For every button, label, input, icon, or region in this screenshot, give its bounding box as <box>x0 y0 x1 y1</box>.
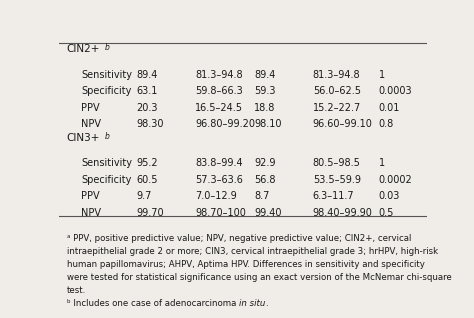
Text: 1: 1 <box>379 158 385 168</box>
Text: 63.1: 63.1 <box>137 86 158 96</box>
Text: 98.10: 98.10 <box>254 119 282 129</box>
Text: 0.8: 0.8 <box>379 119 394 129</box>
Text: 96.80–99.20: 96.80–99.20 <box>195 119 255 129</box>
Text: 0.03: 0.03 <box>379 191 400 201</box>
Text: 95.2: 95.2 <box>137 158 158 168</box>
Text: human papillomavirus; AHPV, Aptima HPV. Differences in sensitivity and specifici: human papillomavirus; AHPV, Aptima HPV. … <box>66 260 425 269</box>
Text: 98.40–99.90: 98.40–99.90 <box>313 208 373 218</box>
Text: CIN3+: CIN3+ <box>66 133 100 143</box>
Text: Specificity: Specificity <box>82 175 132 185</box>
Text: 60.5: 60.5 <box>137 175 158 185</box>
Text: 0.01: 0.01 <box>379 102 400 113</box>
Text: in situ: in situ <box>239 299 265 308</box>
Text: 92.9: 92.9 <box>254 158 275 168</box>
Text: 0.0002: 0.0002 <box>379 175 412 185</box>
Text: ᵃ PPV, positive predictive value; NPV, negative predictive value; CIN2+, cervica: ᵃ PPV, positive predictive value; NPV, n… <box>66 234 411 243</box>
Text: 9.7: 9.7 <box>137 191 152 201</box>
Text: NPV: NPV <box>82 119 101 129</box>
Text: 99.40: 99.40 <box>254 208 282 218</box>
Text: 16.5–24.5: 16.5–24.5 <box>195 102 243 113</box>
Text: 89.4: 89.4 <box>137 70 158 80</box>
Text: 81.3–94.8: 81.3–94.8 <box>195 70 243 80</box>
Text: were tested for statistical significance using an exact version of the McNemar c: were tested for statistical significance… <box>66 273 451 282</box>
Text: 99.70: 99.70 <box>137 208 164 218</box>
Text: 0.5: 0.5 <box>379 208 394 218</box>
Text: 20.3: 20.3 <box>137 102 158 113</box>
Text: 59.8–66.3: 59.8–66.3 <box>195 86 243 96</box>
Text: test.: test. <box>66 286 86 295</box>
Text: PPV: PPV <box>82 191 100 201</box>
Text: 98.70–100: 98.70–100 <box>195 208 246 218</box>
Text: PPV: PPV <box>82 102 100 113</box>
Text: 98.30: 98.30 <box>137 119 164 129</box>
Text: 6.3–11.7: 6.3–11.7 <box>313 191 355 201</box>
Text: CIN2+: CIN2+ <box>66 44 100 54</box>
Text: 7.0–12.9: 7.0–12.9 <box>195 191 237 201</box>
Text: 81.3–94.8: 81.3–94.8 <box>313 70 360 80</box>
Text: Sensitivity: Sensitivity <box>82 70 132 80</box>
Text: Sensitivity: Sensitivity <box>82 158 132 168</box>
Text: 56.8: 56.8 <box>254 175 275 185</box>
Text: 96.60–99.10: 96.60–99.10 <box>313 119 373 129</box>
Text: b: b <box>105 132 110 141</box>
Text: 0.0003: 0.0003 <box>379 86 412 96</box>
Text: 59.3: 59.3 <box>254 86 275 96</box>
Text: 89.4: 89.4 <box>254 70 275 80</box>
Text: 1: 1 <box>379 70 385 80</box>
Text: .: . <box>265 299 268 308</box>
Text: 53.5–59.9: 53.5–59.9 <box>313 175 361 185</box>
Text: 15.2–22.7: 15.2–22.7 <box>313 102 361 113</box>
Text: 83.8–99.4: 83.8–99.4 <box>195 158 243 168</box>
Text: NPV: NPV <box>82 208 101 218</box>
Text: Specificity: Specificity <box>82 86 132 96</box>
Text: 8.7: 8.7 <box>254 191 269 201</box>
Text: 18.8: 18.8 <box>254 102 275 113</box>
Text: b: b <box>105 43 110 52</box>
Text: intraepithelial grade 2 or more; CIN3, cervical intraepithelial grade 3; hrHPV, : intraepithelial grade 2 or more; CIN3, c… <box>66 247 438 256</box>
Text: 56.0–62.5: 56.0–62.5 <box>313 86 361 96</box>
Text: 57.3–63.6: 57.3–63.6 <box>195 175 243 185</box>
Text: ᵇ Includes one case of adenocarcinoma: ᵇ Includes one case of adenocarcinoma <box>66 299 239 308</box>
Text: 80.5–98.5: 80.5–98.5 <box>313 158 361 168</box>
